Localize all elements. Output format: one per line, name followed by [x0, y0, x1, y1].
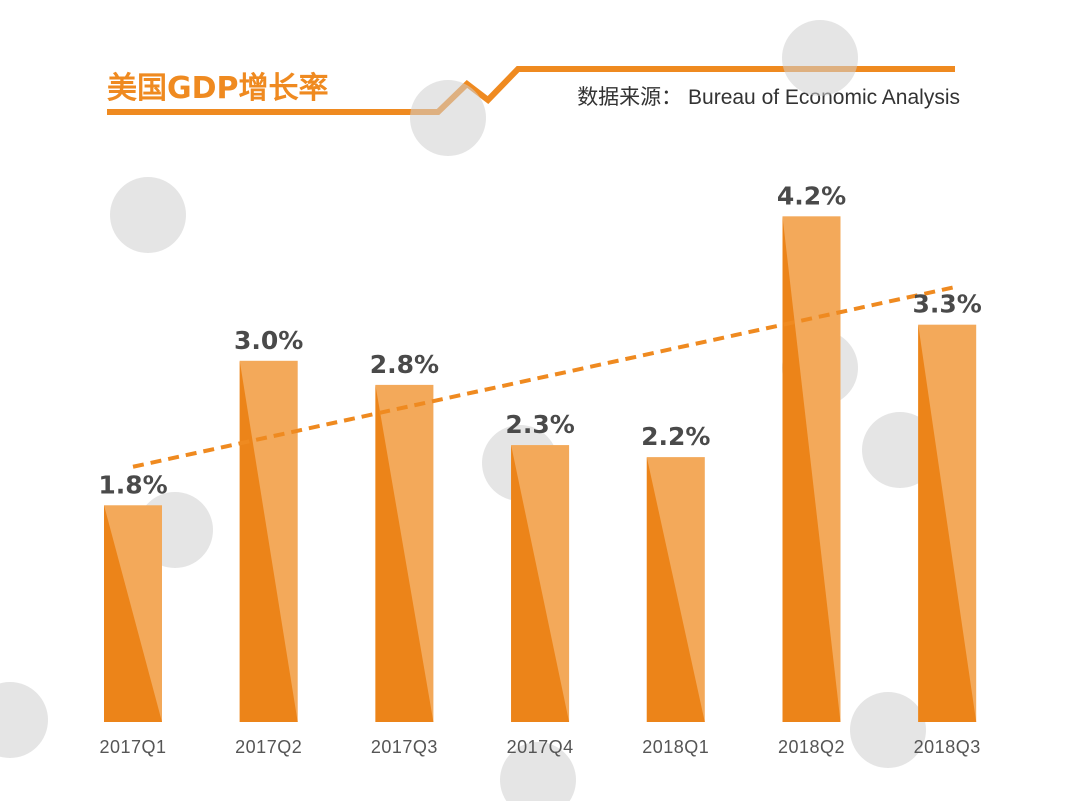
bar-shade — [375, 384, 434, 722]
bar-2018Q3 — [918, 324, 977, 722]
chart-title: 美国GDP增长率 — [107, 71, 329, 106]
watermark-circle — [110, 177, 186, 253]
watermark-logo — [110, 177, 186, 253]
watermark-logo — [850, 692, 926, 768]
watermark-circle — [500, 742, 576, 801]
bars-group — [104, 216, 977, 722]
value-label: 2.3% — [505, 410, 574, 439]
x-tick-label: 2017Q4 — [507, 737, 574, 757]
watermark-logo — [782, 20, 858, 96]
bar-2017Q1 — [104, 505, 162, 722]
bar-2018Q2 — [782, 216, 841, 722]
watermark-circle — [850, 692, 926, 768]
bar-2017Q3 — [375, 384, 434, 722]
watermark-circle — [782, 20, 858, 96]
value-label: 3.3% — [913, 290, 982, 319]
bar-2017Q2 — [239, 360, 298, 722]
value-label: 1.8% — [98, 470, 167, 499]
watermark-logo — [0, 682, 48, 758]
value-label: 2.2% — [641, 422, 710, 451]
header-line — [107, 66, 955, 115]
bar-shade — [104, 505, 162, 722]
bar-shade — [918, 324, 977, 722]
value-labels-group: 1.8% 3.0% 2.8% 2.3% 2.2% 4.2% 3.3% — [98, 181, 982, 499]
value-label: 3.0% — [234, 326, 303, 355]
x-axis-ticks: 2017Q1 2017Q2 2017Q3 2017Q4 2018Q1 2018Q2 2018… — [99, 737, 980, 757]
x-tick-label: 2017Q3 — [371, 737, 438, 757]
watermark-circle — [410, 80, 486, 156]
x-tick-label: 2018Q3 — [914, 737, 981, 757]
watermark-logo — [410, 80, 486, 156]
watermark-logo — [500, 742, 576, 801]
x-tick-label: 2017Q2 — [235, 737, 302, 757]
x-tick-label: 2018Q2 — [778, 737, 845, 757]
x-tick-label: 2017Q1 — [99, 737, 166, 757]
value-label: 2.8% — [370, 350, 439, 379]
x-tick-label: 2018Q1 — [642, 737, 709, 757]
bar-shade — [511, 445, 570, 722]
value-label: 4.2% — [777, 181, 846, 210]
trend-line — [132, 284, 960, 469]
bar-shade — [646, 457, 705, 722]
bar-shade — [239, 360, 298, 722]
bar-2018Q1 — [646, 457, 705, 722]
bar-shade — [782, 216, 841, 722]
data-source: 数据来源： Bureau of Economic Analysis — [577, 86, 960, 109]
watermark-circle — [0, 682, 48, 758]
bar-2017Q4 — [511, 445, 570, 722]
